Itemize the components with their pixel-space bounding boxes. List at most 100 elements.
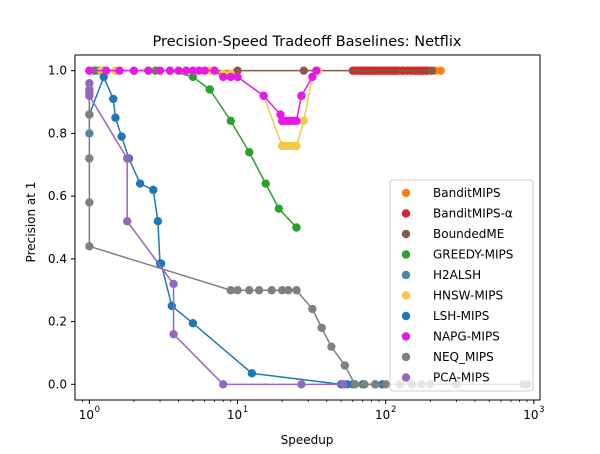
y-tick-label: 0.0	[48, 377, 67, 391]
data-point-greedy-mips	[205, 85, 215, 94]
data-point-napg-mips	[181, 66, 191, 75]
legend-marker	[401, 188, 411, 198]
y-tick-label: 0.4	[48, 252, 67, 266]
legend-marker	[401, 311, 411, 321]
data-point-pca-mips	[169, 279, 178, 289]
x-tick-label: 10	[375, 408, 390, 422]
data-point-napg-mips	[259, 91, 268, 100]
legend-box	[389, 179, 534, 392]
axes-frame	[74, 54, 541, 401]
legend-marker	[401, 352, 411, 362]
data-point-lsh-mips	[149, 185, 158, 195]
data-point-lsh-mips	[111, 113, 120, 122]
data-point-lsh-mips	[247, 369, 257, 378]
data-point-napg-mips	[115, 66, 124, 75]
legend-label: BoundedME	[433, 227, 504, 241]
data-point-lsh-mips	[153, 217, 163, 226]
data-point-napg-mips	[312, 66, 321, 75]
legend-marker	[401, 332, 411, 341]
legend-label: GREEDY-MIPS	[433, 248, 513, 262]
data-point-napg-mips	[165, 66, 175, 75]
data-point-pca-mips	[218, 380, 228, 389]
series-napg-mips	[85, 66, 321, 126]
data-point-pca-mips	[122, 217, 132, 226]
data-point-pca-mips	[85, 91, 94, 100]
legend-marker	[401, 270, 411, 280]
x-tick-label: 10	[79, 408, 94, 422]
data-point-neq-mips	[371, 380, 380, 389]
x-tick-exponent: 3	[539, 405, 544, 415]
x-tick-exponent: 2	[391, 405, 396, 415]
y-axis-label: Precision at 1	[24, 182, 38, 263]
data-point-lsh-mips	[188, 318, 198, 328]
legend-marker	[401, 209, 411, 218]
data-point-neq-mips	[360, 380, 369, 389]
data-point-pca-mips	[85, 85, 94, 94]
data-point-lsh-mips	[135, 179, 145, 188]
data-point-neq-mips	[85, 110, 94, 119]
series-pca-mips	[85, 79, 348, 389]
data-point-napg-mips	[233, 72, 242, 82]
data-point-pca-mips	[85, 79, 94, 88]
legend-label: H2ALSH	[433, 268, 481, 282]
data-point-lsh-mips	[109, 94, 118, 104]
data-point-neq-mips	[85, 154, 94, 163]
data-point-neq-mips	[350, 380, 360, 389]
data-point-napg-mips	[188, 66, 198, 75]
data-point-lsh-mips	[117, 132, 126, 141]
data-point-neq-mips	[85, 198, 94, 207]
data-point-napg-mips	[200, 66, 209, 75]
data-point-neq-mips	[226, 286, 235, 295]
legend-label: BanditMIPS	[433, 186, 501, 200]
data-point-neq-mips	[340, 361, 350, 370]
data-point-napg-mips	[174, 66, 183, 75]
legend: BanditMIPS BanditMIPS-α BoundedME GREEDY-MI…	[389, 179, 534, 392]
data-point-napg-mips	[210, 66, 219, 75]
data-point-neq-mips	[277, 286, 287, 295]
data-point-banditmips	[436, 66, 445, 75]
data-point-boundedme	[427, 66, 437, 75]
x-tick-exponent: 1	[243, 405, 248, 415]
data-point-neq-mips	[267, 286, 276, 295]
data-point-napg-mips	[218, 72, 228, 82]
data-point-neq-mips	[245, 286, 254, 295]
data-point-napg-mips	[144, 66, 153, 75]
data-point-hnsw-mips	[299, 116, 308, 126]
data-point-neq-mips	[254, 286, 264, 295]
data-point-greedy-mips	[226, 116, 235, 126]
data-point-napg-mips	[102, 66, 111, 75]
data-point-neq-mips	[381, 380, 390, 389]
plot-area: 0.00.20.40.60.81.010 0 10 1 10 2 10 3	[48, 54, 545, 422]
data-point-napg-mips	[129, 66, 139, 75]
x-tick-exponent: 0	[95, 405, 100, 415]
data-point-neq-mips	[292, 286, 301, 295]
legend-marker	[401, 373, 411, 382]
data-point-neq-mips	[317, 323, 326, 333]
y-tick-label: 1.0	[48, 64, 67, 78]
legend-label: LSH-MIPS	[433, 309, 489, 323]
chart-title: Precision-Speed Tradeoff Baselines: Netf…	[153, 34, 462, 50]
y-tick-label: 0.6	[48, 189, 67, 203]
data-point-pca-mips	[339, 380, 348, 389]
data-point-boundedme	[299, 66, 308, 75]
data-point-boundedme	[233, 66, 242, 75]
y-tick-label: 0.2	[48, 315, 67, 329]
legend-label: PCA-MIPS	[433, 371, 490, 385]
x-axis-label: Speedup	[281, 433, 334, 447]
legend-label: NAPG-MIPS	[433, 330, 500, 344]
data-point-neq-mips	[85, 242, 94, 251]
data-point-neq-mips	[308, 304, 317, 314]
data-point-napg-mips	[85, 66, 94, 75]
data-point-hnsw-mips	[292, 141, 301, 151]
legend-label: HNSW-MIPS	[433, 289, 503, 303]
data-point-neq-mips	[327, 342, 336, 351]
data-point-lsh-mips	[156, 259, 166, 268]
data-point-napg-mips	[292, 116, 301, 126]
y-tick-label: 0.8	[48, 126, 67, 140]
data-point-pca-mips	[297, 380, 306, 389]
data-point-greedy-mips	[261, 179, 270, 188]
legend-label: NEQ_MIPS	[433, 350, 494, 364]
data-point-neq-mips	[233, 286, 242, 295]
data-point-napg-mips	[308, 72, 317, 82]
